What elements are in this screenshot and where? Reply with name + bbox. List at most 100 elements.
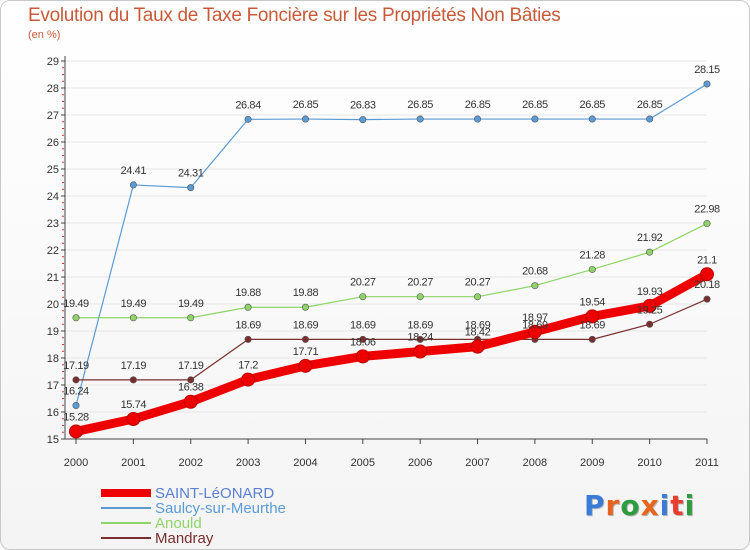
y-tick-label: 20 [47,299,59,311]
data-point [301,335,309,343]
data-point [588,335,596,343]
logo-letter: i [684,489,696,522]
data-point [470,339,485,354]
y-tick-label: 19 [47,326,59,338]
data-point [129,376,137,384]
data-label: 20.68 [522,266,548,278]
data-point [129,181,137,189]
data-label: 20.18 [694,279,720,291]
y-tick-label: 24 [47,191,59,203]
data-label: 19.49 [63,298,89,310]
data-point [72,314,80,322]
data-label: 18.69 [407,319,433,331]
data-label: 26.85 [293,99,319,111]
data-point [700,267,714,282]
data-label: 18.69 [580,319,606,331]
legend-item: Mandray [101,531,361,546]
data-point [241,372,256,387]
data-point [359,116,367,124]
data-point [588,265,596,273]
data-label: 19.25 [637,304,663,316]
data-label: 18.24 [407,332,433,344]
x-tick-label: 2008 [523,457,547,469]
data-label: 15.74 [121,399,147,411]
data-point [69,424,83,439]
data-label: 19.49 [121,298,147,310]
data-label: 18.42 [465,327,491,339]
x-tick-label: 2002 [178,457,202,469]
data-point [244,303,252,311]
legend-swatch [101,507,151,509]
data-label: 21.28 [580,249,606,261]
x-tick-label: 2009 [580,457,604,469]
data-label: 24.41 [121,165,147,177]
x-tick-label: 2010 [637,457,661,469]
data-label: 26.85 [522,99,548,111]
data-point [646,320,654,328]
data-point [646,115,654,123]
data-point [301,303,309,311]
data-point [187,184,195,192]
legend-label: SAINT-LéONARD [155,485,275,502]
y-tick-label: 23 [47,218,59,230]
data-label: 18.69 [293,319,319,331]
data-point [416,335,424,343]
data-label: 18.06 [350,336,376,348]
data-point [359,335,367,343]
data-point [301,115,309,123]
data-label: 18.69 [350,319,376,331]
data-point [474,115,482,123]
data-point [527,324,542,339]
data-point [72,402,80,410]
data-label: 19.88 [235,287,261,299]
data-point [359,293,367,301]
legend-label: Mandray [155,530,214,547]
data-point [646,248,654,256]
logo-letter: x [640,489,660,522]
legend-swatch [101,489,151,497]
data-label: 26.85 [580,99,606,111]
y-tick-label: 22 [47,245,59,257]
data-point [531,115,539,123]
data-label: 18.69 [465,319,491,331]
data-label: 16.38 [178,382,204,394]
data-point [183,394,198,409]
data-label: 21.1 [697,254,717,266]
y-tick-label: 16 [47,407,59,419]
data-point [474,293,482,301]
y-tick-label: 26 [47,137,59,149]
data-label: 17.71 [293,346,319,358]
data-point [642,298,657,313]
data-label: 20.27 [350,277,376,289]
logo-letter: P [584,489,606,522]
data-point [703,80,711,88]
data-point [187,376,195,384]
y-tick-label: 25 [47,164,59,176]
data-label: 28.15 [694,64,720,76]
data-label: 17.2 [238,360,258,372]
logo-letter: r [605,489,621,522]
y-tick-label: 17 [47,380,59,392]
legend: SAINT-LéONARD Saulcy-sur-Meurthe Anould Man… [101,486,361,546]
data-label: 18.69 [235,319,261,331]
data-point [531,282,539,290]
data-label: 26.85 [465,99,491,111]
data-point [703,295,711,303]
data-point [187,314,195,322]
legend-swatch [101,522,151,524]
data-label: 24.31 [178,168,204,180]
x-tick-label: 2004 [293,457,317,469]
legend-label: Anould [155,515,202,532]
series-line [75,298,708,381]
series-line [75,222,708,319]
x-tick-label: 2001 [121,457,145,469]
x-tick-label: 2000 [64,457,88,469]
y-tick-label: 29 [47,56,59,68]
data-label: 20.27 [407,277,433,289]
data-point [298,358,313,373]
data-label: 16.24 [63,386,89,398]
x-tick-label: 2003 [236,457,260,469]
logo-letter: o [620,489,641,522]
data-point [244,115,252,123]
